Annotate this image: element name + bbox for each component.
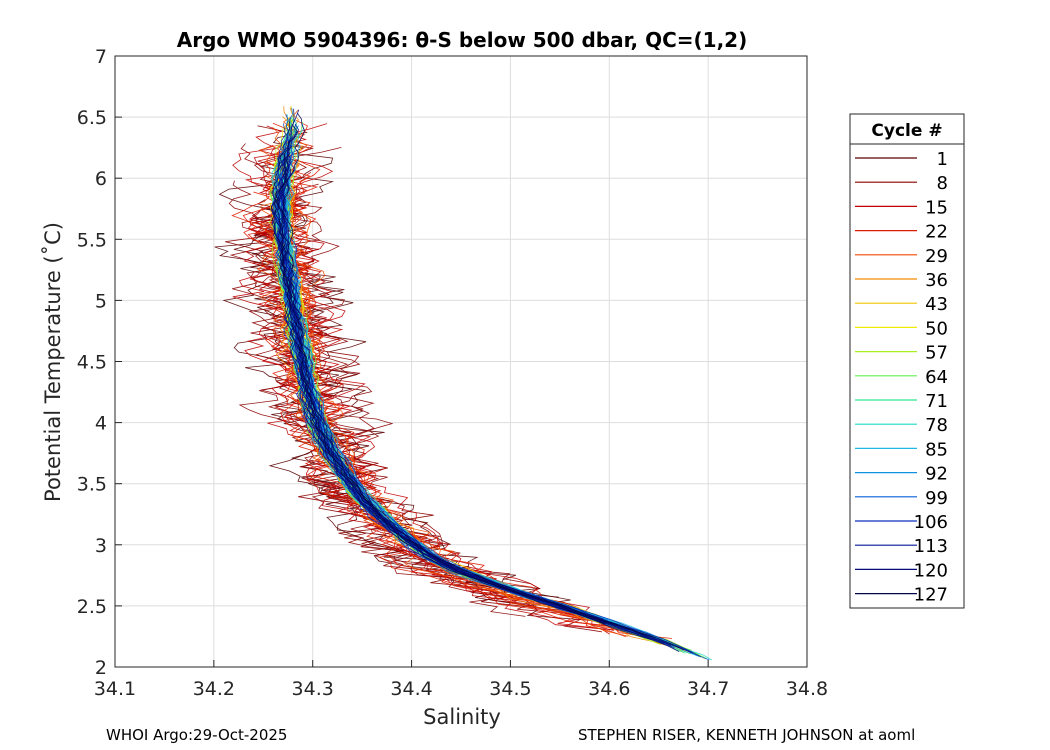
y-tick-label: 4 [95, 413, 107, 435]
y-tick-label: 6.5 [77, 107, 107, 129]
chart-title: Argo WMO 5904396: θ-S below 500 dbar, QC… [177, 28, 747, 52]
legend-entry-label: 43 [925, 294, 948, 315]
legend-entry-label: 57 [925, 343, 948, 364]
x-tick-label: 34.4 [390, 678, 432, 700]
y-tick-label: 5.5 [77, 229, 107, 251]
legend-entry-label: 71 [925, 391, 948, 412]
y-tick-label: 3.5 [77, 474, 107, 496]
legend-box [849, 113, 965, 609]
x-tick-label: 34.1 [94, 678, 136, 700]
profile-cycle-line [282, 112, 643, 635]
x-tick-label: 34.5 [489, 678, 531, 700]
profile-cycle-line [231, 191, 591, 617]
y-tick-label: 7 [95, 46, 107, 68]
legend-entry-label: 8 [937, 173, 948, 194]
y-tick-label: 2.5 [77, 596, 107, 618]
legend-entry-label: 106 [914, 512, 948, 533]
profile-cycle-line [270, 180, 672, 647]
x-tick-label: 34.3 [292, 678, 334, 700]
x-tick-label: 34.7 [687, 678, 729, 700]
x-axis-label: Salinity [423, 705, 501, 729]
x-tick-label: 34.8 [786, 678, 828, 700]
y-tick-label: 2 [95, 657, 107, 679]
legend-entry-label: 127 [914, 585, 948, 606]
profile-cycle-line [271, 183, 596, 620]
y-tick-label: 3 [95, 535, 107, 557]
profile-cycle-line [242, 125, 619, 633]
profile-cycle-line [276, 183, 616, 626]
legend-entry-label: 78 [925, 415, 948, 436]
legend-entries: 1 8 15 22 29 36 43 50 57 64 71 78 85 92 99 106 113 120 127 [855, 149, 948, 606]
legend-entry-label: 64 [925, 367, 948, 388]
legend-entry-label: 29 [925, 246, 948, 267]
profile-cycle-line [272, 109, 627, 630]
legend: Cycle # 18152229364350576471788592991061… [849, 113, 965, 609]
legend-entry-label: 50 [925, 318, 948, 339]
legend-entry-label: 1 [937, 149, 948, 170]
footer-credit-left: WHOI Argo:29-Oct-2025 [106, 726, 288, 744]
profile-cycle-line [271, 153, 684, 651]
legend-entry-label: 92 [925, 464, 948, 485]
profile-lines [214, 105, 712, 661]
legend-entry-label: 85 [925, 439, 948, 460]
legend-entry-label: 36 [925, 270, 948, 291]
legend-entry-label: 120 [914, 560, 948, 581]
y-tick-label: 4.5 [77, 352, 107, 374]
y-tick-label: 6 [95, 168, 107, 190]
x-tick-label: 34.6 [588, 678, 630, 700]
footer-credit-right: STEPHEN RISER, KENNETH JOHNSON at aoml [578, 726, 916, 744]
y-tick-label: 5 [95, 290, 107, 312]
profile-cycle-line [264, 141, 627, 638]
legend-entry-label: 22 [925, 222, 948, 243]
legend-title: Cycle # [871, 121, 942, 141]
profile-cycle-line [273, 152, 606, 625]
legend-entry-label: 113 [914, 536, 948, 557]
legend-entry-label: 99 [925, 488, 948, 509]
x-tick-label: 34.2 [193, 678, 235, 700]
legend-entry-label: 15 [925, 197, 948, 218]
x-axis-ticks: 34.1 34.2 34.3 34.4 34.5 34.6 34.7 34.8 [94, 660, 828, 700]
y-axis-label: Potential Temperature (˚C) [41, 222, 65, 502]
y-axis-ticks: 2 2.5 3 3.5 4 4.5 5 5.5 6 6.5 7 [77, 46, 122, 679]
